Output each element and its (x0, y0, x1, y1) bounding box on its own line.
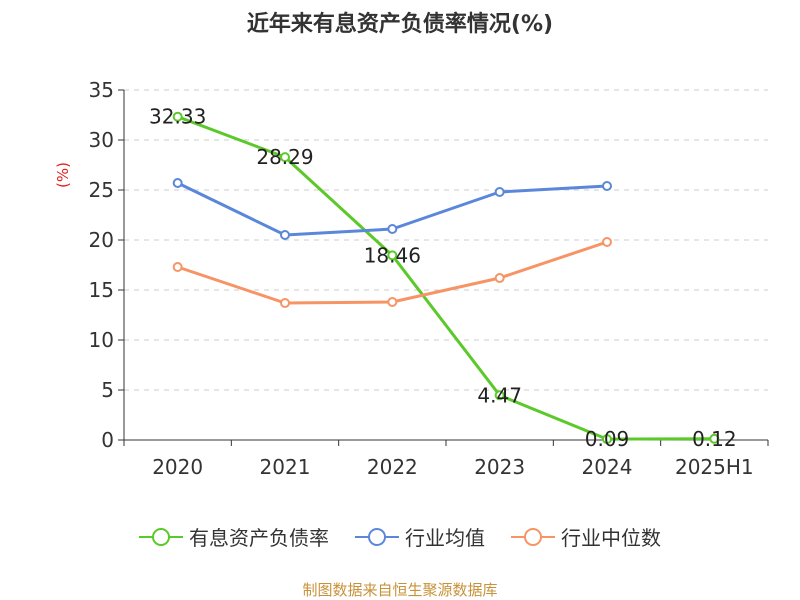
data-label-2022: 18.46 (364, 243, 421, 267)
series-1-point-2020 (172, 178, 183, 188)
grid-lines (124, 89, 768, 391)
y-tick-label-5: 5 (101, 378, 114, 402)
y-tick-label-15: 15 (89, 278, 114, 302)
y-tick-label-10: 10 (89, 328, 114, 352)
data-labels: 32.33 28.29 18.46 4.47 0.09 0.12 (149, 105, 737, 451)
legend-marker-series-2 (511, 527, 555, 546)
y-tick-label-35: 35 (89, 78, 114, 102)
series-0-point-2023 (494, 390, 505, 401)
series-2-point-2021 (280, 298, 290, 308)
legend-label-series-2: 行业中位数 (561, 526, 661, 550)
x-tick-label-2021: 2021 (260, 455, 311, 479)
y-tick-label-25: 25 (89, 178, 114, 202)
series-2-point-2024 (602, 237, 612, 247)
legend-label-series-1: 行业均值 (405, 526, 485, 550)
legend-item-series-2[interactable]: 行业中位数 (511, 522, 661, 551)
x-tick-label-2023: 2023 (474, 455, 525, 479)
x-tick-label-2024: 2024 (582, 455, 633, 479)
x-tick-label-2025H1: 2025H1 (675, 455, 754, 479)
series-0-point-2020 (172, 111, 183, 122)
data-label-2024: 0.09 (585, 427, 630, 451)
series-2-point-2023 (494, 273, 505, 283)
y-tick-label-20: 20 (89, 228, 114, 252)
legend-item-series-0[interactable]: 有息资产负债率 (139, 522, 329, 551)
series-1-point-2024 (602, 181, 612, 191)
series-1-point-2021 (280, 230, 290, 240)
chart-title: 近年来有息资产负债率情况(%) (246, 12, 554, 37)
x-tick-label-2020: 2020 (152, 455, 203, 479)
series-0-point-2025H1 (709, 433, 720, 444)
axes: 0 5 10 15 20 25 30 35 (%) 2020 2021 2022 2023 2024 202… (54, 78, 769, 479)
y-tick-label-0: 0 (101, 428, 114, 452)
data-label-2023: 4.47 (477, 383, 522, 407)
series-line-0 (177, 115, 715, 441)
series-1-point-2023 (494, 187, 505, 197)
series-2-point-2022 (387, 297, 398, 307)
series-2-point-2020 (172, 262, 183, 272)
legend-marker-series-0 (139, 527, 183, 546)
legend-item-series-1[interactable]: 行业均值 (355, 522, 485, 551)
series-0-point-2022 (387, 250, 398, 261)
legend: 有息资产负债率 行业均值 行业中位数 (0, 522, 800, 551)
data-label-2025H1: 0.12 (692, 427, 737, 451)
legend-marker-series-1 (355, 527, 399, 546)
y-axis-label: (%) (54, 162, 72, 188)
series-0-point-2021 (280, 152, 290, 163)
legend-label-series-0: 有息资产负债率 (189, 526, 329, 550)
data-label-2021: 28.29 (256, 145, 313, 169)
series-lines (172, 111, 720, 445)
source-note: 制图数据来自恒生聚源数据库 (302, 581, 498, 599)
x-tick-label-2022: 2022 (367, 455, 418, 479)
series-0-point-2024 (602, 434, 612, 445)
series-1-point-2022 (387, 224, 398, 234)
data-label-2020: 32.33 (149, 105, 206, 129)
y-tick-label-30: 30 (89, 128, 114, 152)
